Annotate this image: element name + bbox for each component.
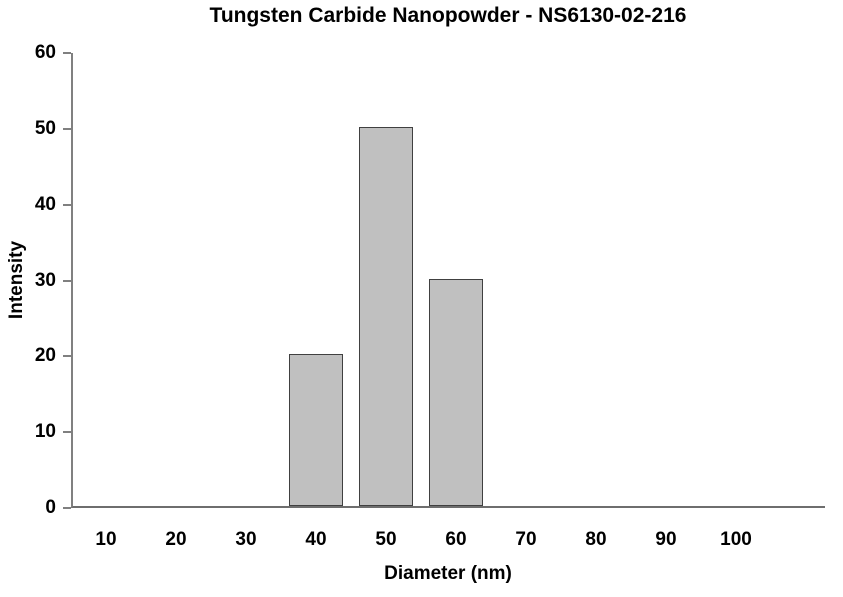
x-axis-title: Diameter (nm) <box>384 563 512 584</box>
y-tick-mark-50 <box>63 127 71 130</box>
y-tick-label-30: 30 <box>34 269 56 291</box>
x-tick-label-30: 30 <box>235 529 257 550</box>
y-tick-label-10: 10 <box>34 421 56 443</box>
x-tick-label-40: 40 <box>305 529 327 550</box>
y-tick-mark-60 <box>63 52 71 54</box>
plot-area <box>71 53 825 508</box>
bar-50 <box>359 126 413 506</box>
y-tick-label-20: 20 <box>34 345 56 367</box>
x-tick-label-60: 60 <box>445 529 467 550</box>
x-tick-label-80: 80 <box>585 529 607 550</box>
y-tick-label-60: 60 <box>34 42 56 63</box>
y-tick-mark-10 <box>63 431 71 434</box>
chart-title: Tungsten Carbide Nanopowder - NS6130-02-… <box>209 4 687 27</box>
y-tick-mark-30 <box>63 279 71 282</box>
x-tick-label-70: 70 <box>515 529 537 550</box>
y-tick-label-0: 0 <box>45 497 56 518</box>
x-tick-label-50: 50 <box>375 529 397 550</box>
y-tick-label-40: 40 <box>34 193 56 215</box>
y-tick-mark-40 <box>63 203 71 206</box>
x-tick-label-20: 20 <box>165 529 187 550</box>
bar-60 <box>429 278 483 506</box>
y-tick-label-50: 50 <box>34 117 56 139</box>
y-tick-mark-0 <box>63 507 71 509</box>
x-tick-label-90: 90 <box>655 529 677 550</box>
y-tick-mark-20 <box>63 355 71 358</box>
x-tick-label-10: 10 <box>95 529 117 550</box>
x-tick-label-100: 100 <box>720 529 752 550</box>
bar-40 <box>289 354 343 506</box>
